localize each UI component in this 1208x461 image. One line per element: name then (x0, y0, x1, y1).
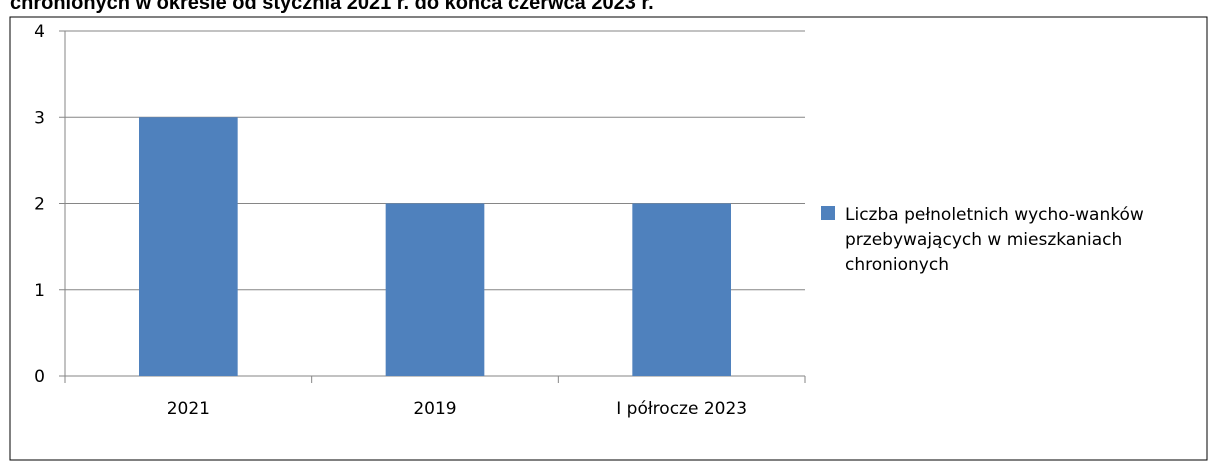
bar (139, 117, 238, 376)
legend-swatch (821, 206, 835, 220)
bar (385, 203, 485, 376)
chart-border (9, 16, 1208, 461)
y-tick-label: 1 (34, 281, 45, 301)
chart-title: chronionych w okresie od stycznia 2021 r… (10, 0, 654, 14)
bar (632, 203, 731, 376)
x-tick-label: 2019 (413, 399, 456, 419)
y-tick-label: 2 (34, 195, 45, 215)
y-tick-label: 0 (34, 367, 45, 387)
y-tick-label: 4 (34, 22, 45, 42)
x-tick-label: 2021 (167, 399, 210, 419)
y-tick-label: 3 (34, 108, 45, 128)
legend-label: Liczba pełnoletnich wycho-wanków przebyw… (845, 205, 1144, 275)
x-tick-label: I półrocze 2023 (616, 399, 747, 419)
